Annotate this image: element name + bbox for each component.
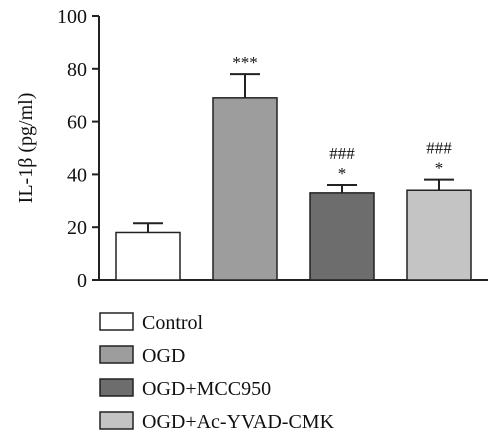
- bar-3: [406, 189, 472, 281]
- annotations-layer: ****###*###: [232, 53, 452, 183]
- legend-swatch-0: [99, 312, 134, 331]
- legend: Control OGD OGD+MCC950 OGD+Ac-YVAD-CMK: [99, 312, 335, 433]
- significance-label: ###: [329, 144, 355, 163]
- bar-0: [115, 231, 181, 281]
- bar-1: [212, 97, 278, 281]
- y-tick-label: 100: [57, 6, 87, 28]
- bars-layer: [115, 73, 472, 281]
- legend-swatch-3: [99, 411, 134, 430]
- y-tick-label: 60: [67, 112, 87, 134]
- axis-layer: 0 20 40 60 80 100 IL-1β (pg/ml): [15, 6, 488, 292]
- legend-label-0: Control: [142, 312, 204, 334]
- bar-2: [309, 192, 375, 281]
- y-axis-title: IL-1β (pg/ml): [15, 93, 37, 204]
- legend-label-3: OGD+Ac-YVAD-CMK: [142, 411, 335, 433]
- y-tick-label: 0: [77, 270, 87, 292]
- legend-swatch-2: [99, 378, 134, 397]
- significance-label: *: [435, 159, 444, 178]
- significance-label: *: [338, 164, 347, 183]
- significance-label: ***: [232, 53, 258, 72]
- y-tick-label: 20: [67, 217, 87, 239]
- y-tick-label: 40: [67, 164, 87, 186]
- y-tick-label: 80: [67, 59, 87, 81]
- legend-label-2: OGD+MCC950: [142, 378, 271, 400]
- significance-label: ###: [426, 139, 452, 158]
- legend-swatch-1: [99, 345, 134, 364]
- legend-label-1: OGD: [142, 345, 185, 367]
